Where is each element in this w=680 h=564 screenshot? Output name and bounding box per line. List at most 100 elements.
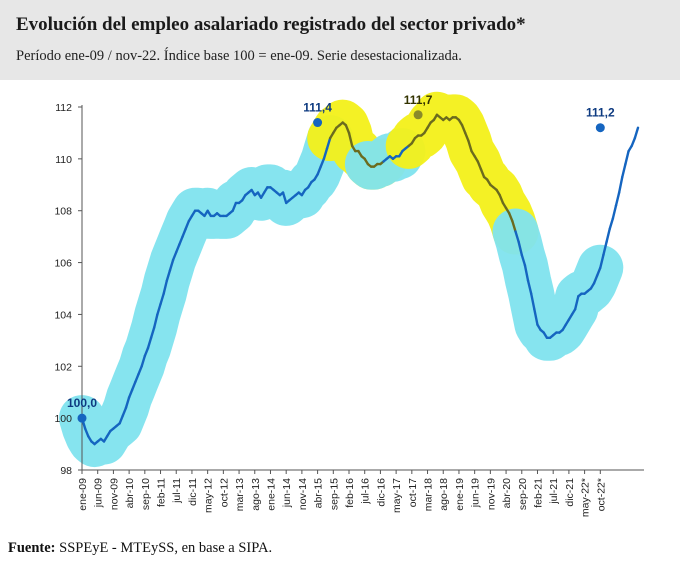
x-tick-label: jul-21	[548, 478, 560, 505]
series-segment	[611, 204, 618, 220]
x-tick-label: jul-11	[171, 478, 183, 504]
series-segment	[121, 406, 128, 417]
x-tick-label: dic-21	[564, 478, 576, 507]
series-segment	[231, 201, 238, 212]
x-tick-label: jun-19	[470, 478, 482, 508]
series-segment	[124, 396, 131, 409]
series-segment	[460, 123, 467, 135]
data-point-marker	[413, 110, 423, 120]
series-segment	[134, 372, 140, 384]
x-tick-label: oct-12	[218, 478, 230, 507]
x-tick-label: mar-13	[234, 478, 246, 511]
x-tick-label: ago-13	[250, 478, 262, 511]
data-label: 111,2	[586, 106, 615, 120]
series-segment	[83, 427, 90, 438]
series-segment	[319, 157, 326, 168]
series-segment	[281, 191, 288, 205]
source-label: Fuente:	[8, 540, 56, 556]
y-tick-label: 102	[54, 361, 72, 373]
x-tick-label: may-22*	[580, 478, 592, 517]
highlight-bands	[59, 91, 624, 468]
x-tick-label: may-12	[203, 478, 215, 513]
x-tick-label: dic-16	[375, 478, 387, 507]
highlight-band-cyan-0	[59, 115, 354, 468]
series-segment	[599, 253, 605, 269]
x-tick-label: jun-14	[281, 478, 293, 508]
series-segment	[614, 191, 621, 207]
y-tick-label: 112	[55, 102, 72, 114]
series-segment	[617, 175, 624, 194]
x-tick-label: ago-18	[438, 478, 450, 511]
chart-title: Evolución del empleo asalariado registra…	[16, 14, 526, 35]
source-text: SSPEyE - MTEySS, en base a SIPA.	[55, 540, 273, 556]
series-segment	[467, 139, 473, 153]
y-tick-label: 110	[55, 154, 72, 166]
series-segment	[316, 165, 322, 176]
series-segment	[168, 258, 175, 272]
x-tick-label: feb-11	[156, 478, 168, 507]
series-segment	[131, 380, 137, 391]
series-segment	[156, 302, 162, 316]
x-tick-label: sep-15	[328, 478, 340, 510]
series-segment	[118, 414, 125, 425]
y-tick-label: 98	[60, 465, 72, 477]
series-segment	[520, 253, 527, 267]
series-segment	[605, 227, 611, 244]
y-tick-label: 104	[54, 309, 72, 321]
x-tick-label: nov-09	[108, 478, 120, 510]
x-tick-label: dic-11	[187, 478, 199, 506]
chart-subtitle: Período ene-09 / nov-22. Índice base 100…	[16, 48, 462, 64]
x-tick-label: jul-16	[360, 478, 372, 505]
x-tick-label: sep-10	[140, 478, 152, 510]
series-segment	[630, 136, 637, 148]
series-segment	[137, 365, 143, 376]
series-segment	[602, 240, 608, 256]
x-tick-label: ene-09	[77, 478, 89, 511]
series-segment	[127, 388, 134, 399]
data-label: 100,0	[67, 396, 97, 410]
data-label: 111,4	[303, 101, 332, 115]
employment-line-chart: 98 100 102 104 106 108 110 112 ene-09 jun-09 nov-0…	[54, 91, 644, 517]
x-tick-label: feb-16	[344, 478, 356, 508]
x-tick-label: feb-21	[532, 478, 544, 508]
x-tick-label: sep-20	[517, 478, 529, 510]
x-tick-label: mar-18	[423, 478, 435, 511]
series-segment	[523, 263, 530, 282]
series-segment	[322, 147, 329, 161]
chart-axes: 98 100 102 104 106 108 110 112 ene-09 jun-09 nov-0…	[54, 102, 644, 517]
x-tick-label: ene-14	[265, 478, 277, 511]
series-segment	[162, 279, 169, 295]
data-point-marker	[77, 413, 87, 423]
series-segment	[140, 354, 147, 368]
data-labels: 100,0 111,4 111,7 111,2	[67, 93, 615, 423]
x-tick-label: oct-17	[407, 478, 419, 507]
series-segment	[498, 193, 505, 205]
series-segment	[165, 269, 172, 282]
x-tick-label: jun-09	[93, 478, 105, 508]
series-segment	[608, 217, 615, 231]
series-segment	[573, 295, 580, 311]
series-segment	[621, 162, 627, 179]
x-tick-label: nov-14	[297, 478, 309, 510]
x-tick-label: ene-19	[454, 478, 466, 511]
x-tick-label: abr-15	[313, 478, 325, 509]
series-segment	[517, 240, 523, 256]
series-segment	[529, 292, 536, 311]
series-segment	[146, 336, 153, 350]
y-tick-label: 106	[54, 258, 72, 270]
data-point-marker	[595, 123, 605, 133]
series-segment	[149, 326, 156, 339]
series-segment	[479, 168, 486, 179]
y-tick-label: 100	[54, 413, 72, 425]
series-line	[80, 113, 640, 446]
chart-header: Evolución del empleo asalariado registra…	[0, 0, 680, 80]
series-segment	[508, 212, 514, 223]
series-segment	[633, 126, 640, 140]
series-segment	[181, 227, 187, 238]
y-tick-label: 108	[54, 206, 72, 218]
series-segment	[325, 136, 332, 150]
series-segment	[178, 235, 184, 246]
series-segment	[514, 230, 520, 244]
series-segment	[171, 250, 178, 262]
data-label: 111,7	[404, 93, 433, 107]
